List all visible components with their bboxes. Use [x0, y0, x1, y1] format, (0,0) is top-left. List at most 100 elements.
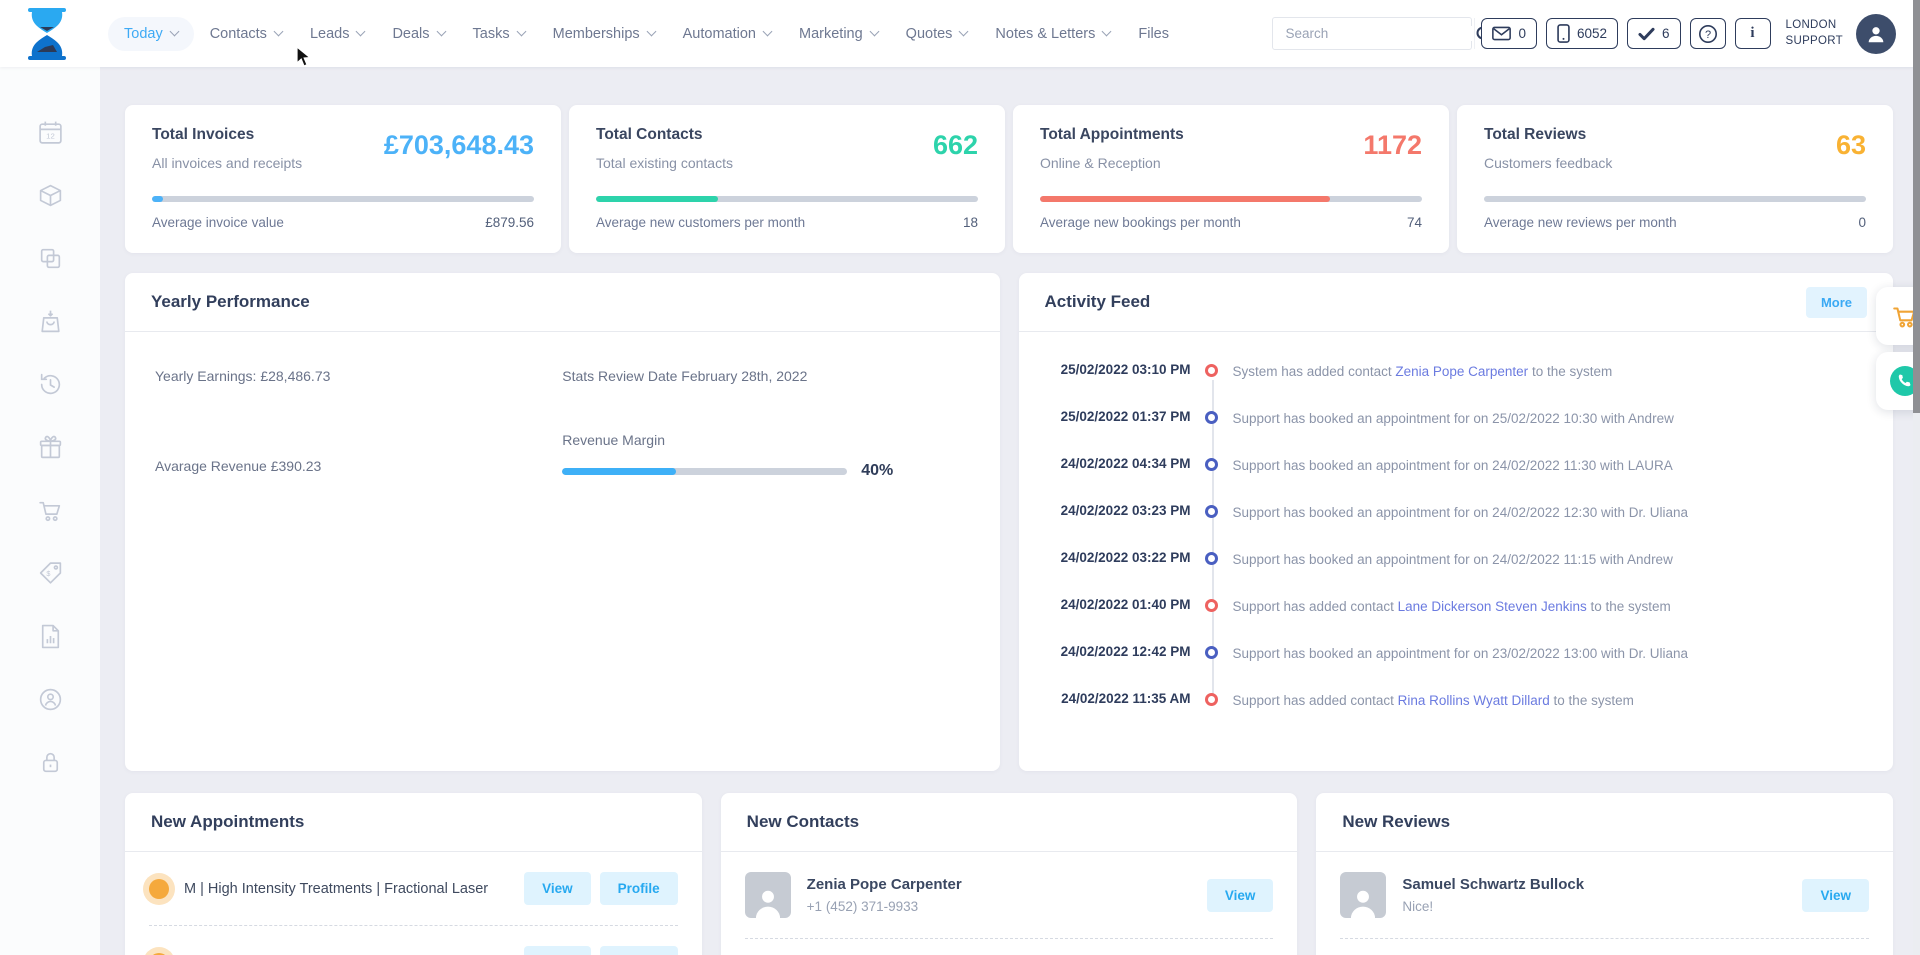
location-label: LONDON SUPPORT	[1786, 18, 1843, 49]
calls-badge[interactable]: 6052	[1546, 18, 1618, 49]
stat-footer-value: 74	[1407, 215, 1422, 230]
question-icon: ?	[1698, 24, 1718, 44]
view-button[interactable]: View	[1207, 879, 1274, 912]
chevron-down-icon	[356, 27, 366, 37]
person-icon	[751, 884, 785, 918]
stat-value: £703,648.43	[384, 130, 534, 171]
timeline-dot	[1205, 646, 1218, 659]
nav-tasks[interactable]: Tasks	[461, 17, 537, 51]
panel-title: New Reviews	[1342, 812, 1450, 832]
revenue-margin-track	[562, 468, 847, 475]
chevron-down-icon	[1102, 27, 1112, 37]
timeline-dot	[1205, 411, 1218, 424]
search-input[interactable]	[1273, 26, 1474, 41]
review-row: Samuel Schwartz Bullock Nice! View	[1316, 852, 1893, 938]
envelope-icon	[1492, 26, 1511, 41]
timeline-dot	[1205, 599, 1218, 612]
user-avatar[interactable]	[1856, 14, 1896, 54]
feed-entry: 24/02/2022 01:40 PM Support has added co…	[1019, 597, 1894, 644]
contact-phone: +1 (452) 371-9933	[807, 899, 1198, 914]
panel-title: New Contacts	[747, 812, 859, 832]
nav-memberships[interactable]: Memberships	[541, 17, 667, 51]
nav-deals[interactable]: Deals	[380, 17, 456, 51]
status-dot	[149, 879, 169, 899]
cart-icon[interactable]	[37, 497, 64, 524]
gift-icon[interactable]	[37, 434, 64, 461]
person-icon	[1865, 23, 1887, 45]
lock-icon[interactable]	[37, 749, 64, 776]
feed-time: 24/02/2022 03:23 PM	[1045, 503, 1191, 518]
avatar	[745, 872, 791, 918]
person-icon	[1346, 884, 1380, 918]
contact-link[interactable]: Zenia Pope Carpenter	[1395, 364, 1528, 379]
shopping-bag-icon[interactable]	[37, 308, 64, 335]
nav-today[interactable]: Today	[108, 17, 194, 51]
progress-fill	[152, 196, 163, 202]
stat-card-appointments: Total Appointments Online & Reception 11…	[1013, 105, 1449, 253]
check-icon	[1638, 27, 1655, 41]
view-button[interactable]: View	[524, 872, 591, 905]
timeline-dot	[1205, 458, 1218, 471]
stat-subtitle: Customers feedback	[1484, 155, 1612, 171]
report-icon[interactable]	[37, 623, 64, 650]
package-icon[interactable]	[37, 182, 64, 209]
help-button[interactable]: ?	[1690, 18, 1726, 49]
stat-value: 662	[933, 130, 978, 171]
feed-time: 24/02/2022 03:22 PM	[1045, 550, 1191, 565]
tasks-count: 6	[1662, 26, 1670, 41]
chevron-down-icon	[959, 27, 969, 37]
feed-text: Support has added contact Rina Rollins W…	[1233, 691, 1868, 710]
new-appointments-panel: New Appointments M | High Intensity Trea…	[125, 793, 702, 955]
progress-track	[596, 196, 978, 202]
calls-count: 6052	[1577, 26, 1607, 41]
profile-button[interactable]: Profile	[600, 872, 678, 905]
chevron-down-icon	[516, 27, 526, 37]
duplicate-icon[interactable]	[37, 245, 64, 272]
nav-quotes[interactable]: Quotes	[894, 17, 980, 51]
contact-row: Lane Dickerson Steven Jenkins View	[721, 939, 1298, 955]
feed-time: 24/02/2022 12:42 PM	[1045, 644, 1191, 659]
timeline-dot	[1205, 552, 1218, 565]
app-logo-hourglass-icon[interactable]	[24, 7, 70, 61]
nav-notes-letters[interactable]: Notes & Letters	[983, 17, 1122, 51]
price-tag-icon[interactable]: $	[37, 560, 64, 587]
feed-time: 24/02/2022 04:34 PM	[1045, 456, 1191, 471]
account-icon[interactable]	[37, 686, 64, 713]
chevron-down-icon	[763, 27, 773, 37]
svg-text:12: 12	[46, 132, 55, 141]
more-button[interactable]: More	[1806, 287, 1867, 318]
scrollbar-thumb[interactable]	[1913, 0, 1920, 413]
nav-automation[interactable]: Automation	[671, 17, 783, 51]
nav-contacts[interactable]: Contacts	[198, 17, 294, 51]
chevron-down-icon	[646, 27, 656, 37]
contact-row: Zenia Pope Carpenter +1 (452) 371-9933 V…	[721, 852, 1298, 938]
feed-entry: 24/02/2022 03:22 PM Support has booked a…	[1019, 550, 1894, 597]
nav-files[interactable]: Files	[1126, 17, 1181, 51]
feed-text: System has added contact Zenia Pope Carp…	[1233, 362, 1868, 381]
left-sidebar: 12 $	[0, 67, 100, 955]
new-reviews-panel: New Reviews Samuel Schwartz Bullock Nice…	[1316, 793, 1893, 955]
view-button[interactable]: View	[1802, 879, 1869, 912]
stat-footer-value: 18	[963, 215, 978, 230]
contact-link[interactable]: Rina Rollins Wyatt Dillard	[1398, 693, 1550, 708]
nav-marketing[interactable]: Marketing	[787, 17, 890, 51]
messages-badge[interactable]: 0	[1481, 18, 1537, 49]
calendar-icon[interactable]: 12	[37, 119, 64, 146]
nav-leads[interactable]: Leads	[298, 17, 377, 51]
progress-track	[152, 196, 534, 202]
stat-footer-value: 0	[1858, 215, 1866, 230]
progress-fill	[1040, 196, 1330, 202]
info-button[interactable]: i	[1735, 18, 1771, 49]
profile-button[interactable]: Profile	[600, 946, 678, 955]
review-comment: Nice!	[1402, 899, 1793, 914]
revenue-margin-fill	[562, 468, 676, 475]
view-button[interactable]: View	[524, 946, 591, 955]
progress-track	[1484, 196, 1866, 202]
feed-text: Support has booked an appointment for on…	[1233, 644, 1868, 663]
stat-subtitle: Online & Reception	[1040, 155, 1184, 171]
feed-entry: 24/02/2022 12:42 PM Support has booked a…	[1019, 644, 1894, 691]
contact-link[interactable]: Lane Dickerson Steven Jenkins	[1398, 599, 1587, 614]
history-icon[interactable]	[37, 371, 64, 398]
tasks-badge[interactable]: 6	[1627, 18, 1681, 49]
activity-feed-panel: Activity Feed More 25/02/2022 03:10 PM S…	[1019, 273, 1894, 771]
